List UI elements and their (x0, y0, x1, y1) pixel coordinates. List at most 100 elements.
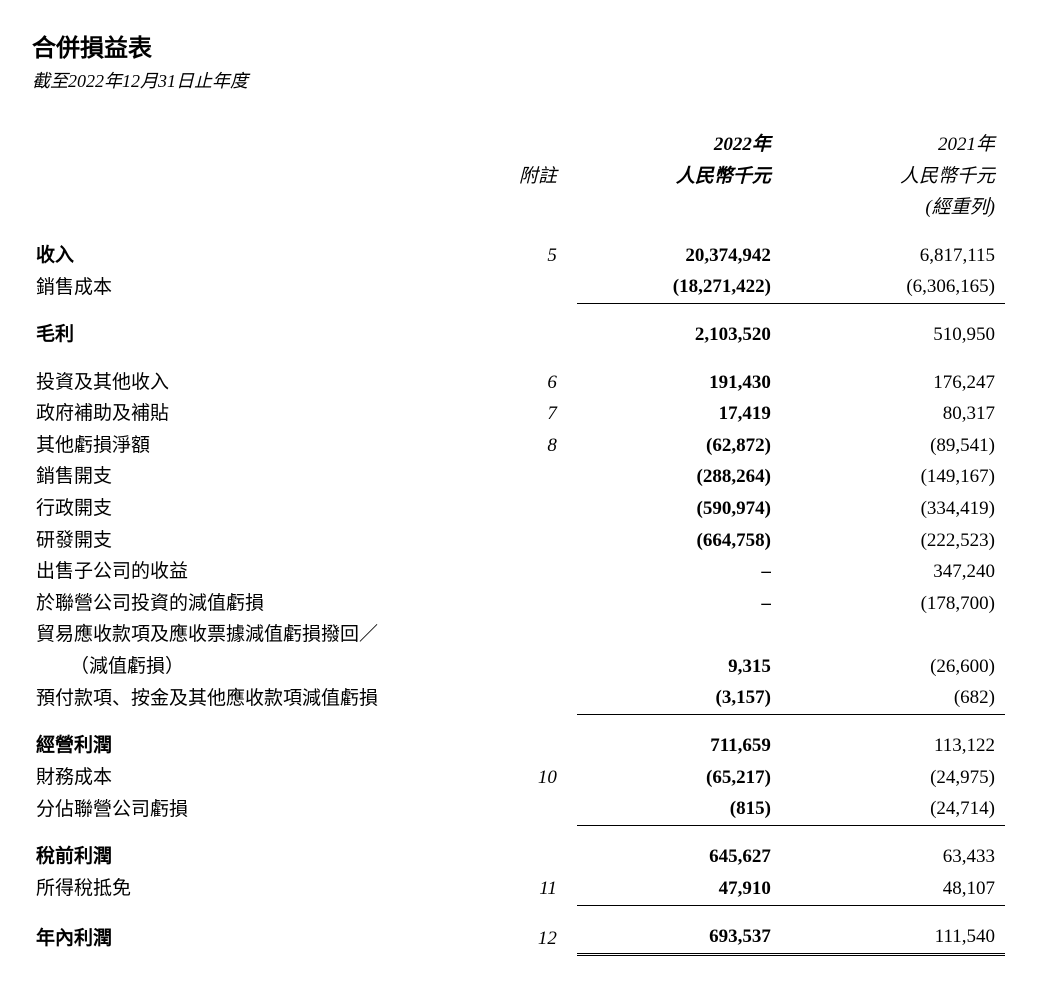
table-row: 投資及其他收入 6 191,430 176,247 (32, 367, 1005, 399)
row-2022: – (577, 588, 791, 620)
header-2022-unit: 人民幣千元 (577, 161, 791, 193)
row-2021: (24,714) (791, 793, 1005, 825)
table-row: 政府補助及補貼 7 17,419 80,317 (32, 398, 1005, 430)
row-label: 毛利 (32, 319, 480, 351)
table-row: 其他虧損淨額 8 (62,872) (89,541) (32, 430, 1005, 462)
row-note: 11 (480, 873, 577, 905)
row-2021: 6,817,115 (791, 240, 1005, 272)
row-label: 政府補助及補貼 (32, 398, 480, 430)
row-label: 分佔聯營公司虧損 (32, 793, 480, 825)
row-2022: (815) (577, 793, 791, 825)
row-note (480, 525, 577, 557)
row-2022: 2,103,520 (577, 319, 791, 351)
table-row: 財務成本 10 (65,217) (24,975) (32, 762, 1005, 794)
table-row: 稅前利潤 645,627 63,433 (32, 841, 1005, 873)
row-2021: 113,122 (791, 730, 1005, 762)
row-note: 7 (480, 398, 577, 430)
row-2021: (682) (791, 682, 1005, 714)
row-2022: (18,271,422) (577, 271, 791, 303)
row-2021: (6,306,165) (791, 271, 1005, 303)
table-row: 出售子公司的收益 – 347,240 (32, 556, 1005, 588)
row-note (480, 556, 577, 588)
row-label: 稅前利潤 (32, 841, 480, 873)
row-2021: 347,240 (791, 556, 1005, 588)
table-row: 銷售開支 (288,264) (149,167) (32, 461, 1005, 493)
row-note: 5 (480, 240, 577, 272)
table-row: （減值虧損） 9,315 (26,600) (32, 651, 1005, 683)
header-2021-restated: (經重列) (791, 192, 1005, 224)
page-subtitle: 截至2022年12月31日止年度 (32, 67, 1005, 93)
row-note: 12 (480, 921, 577, 954)
row-note (480, 682, 577, 714)
row-note (480, 461, 577, 493)
row-note: 8 (480, 430, 577, 462)
table-row: 研發開支 (664,758) (222,523) (32, 525, 1005, 557)
income-statement-table: 2022年 2021年 附註 人民幣千元 人民幣千元 (經重列) 收入 5 20… (32, 129, 1005, 956)
row-label: 經營利潤 (32, 730, 480, 762)
row-label: 於聯營公司投資的減值虧損 (32, 588, 480, 620)
row-2021: (178,700) (791, 588, 1005, 620)
row-2022: 191,430 (577, 367, 791, 399)
row-label: 行政開支 (32, 493, 480, 525)
row-label: 所得稅抵免 (32, 873, 480, 905)
row-note (480, 319, 577, 351)
row-note (480, 588, 577, 620)
row-2021: (24,975) (791, 762, 1005, 794)
table-row: 分佔聯營公司虧損 (815) (24,714) (32, 793, 1005, 825)
header-row-1: 2022年 2021年 (32, 129, 1005, 161)
row-note (480, 730, 577, 762)
row-2022: (590,974) (577, 493, 791, 525)
row-label: 投資及其他收入 (32, 367, 480, 399)
row-label: 財務成本 (32, 762, 480, 794)
table-row: 行政開支 (590,974) (334,419) (32, 493, 1005, 525)
table-row: 經營利潤 711,659 113,122 (32, 730, 1005, 762)
row-2021: 176,247 (791, 367, 1005, 399)
header-row-3: (經重列) (32, 192, 1005, 224)
row-2022: – (577, 556, 791, 588)
row-2021: (222,523) (791, 525, 1005, 557)
row-note (480, 493, 577, 525)
row-note: 6 (480, 367, 577, 399)
row-2021: (89,541) (791, 430, 1005, 462)
row-2022: (62,872) (577, 430, 791, 462)
table-row: 收入 5 20,374,942 6,817,115 (32, 240, 1005, 272)
row-2022: 20,374,942 (577, 240, 791, 272)
page-title: 合併損益表 (32, 28, 1005, 63)
table-row: 年內利潤 12 693,537 111,540 (32, 921, 1005, 954)
row-2021: 63,433 (791, 841, 1005, 873)
row-2022: (288,264) (577, 461, 791, 493)
row-2022: 693,537 (577, 921, 791, 954)
header-2021-unit: 人民幣千元 (791, 161, 1005, 193)
row-2021: (334,419) (791, 493, 1005, 525)
table-row: 所得稅抵免 11 47,910 48,107 (32, 873, 1005, 905)
row-label: 收入 (32, 240, 480, 272)
row-label: 預付款項、按金及其他應收款項減值虧損 (32, 682, 480, 714)
table-row: 貿易應收款項及應收票據減值虧損撥回／ (32, 619, 1005, 651)
row-2021: 80,317 (791, 398, 1005, 430)
header-2021-year: 2021年 (791, 129, 1005, 161)
row-2021: (149,167) (791, 461, 1005, 493)
row-label: 其他虧損淨額 (32, 430, 480, 462)
row-label: 銷售開支 (32, 461, 480, 493)
header-row-2: 附註 人民幣千元 人民幣千元 (32, 161, 1005, 193)
row-note (480, 841, 577, 873)
row-2021: 48,107 (791, 873, 1005, 905)
row-2022: 47,910 (577, 873, 791, 905)
row-2022: (3,157) (577, 682, 791, 714)
row-2022: (664,758) (577, 525, 791, 557)
row-2022: 9,315 (577, 651, 791, 683)
row-label: 銷售成本 (32, 271, 480, 303)
row-2022: 645,627 (577, 841, 791, 873)
table-row: 預付款項、按金及其他應收款項減值虧損 (3,157) (682) (32, 682, 1005, 714)
row-note (480, 651, 577, 683)
row-note: 10 (480, 762, 577, 794)
header-note: 附註 (480, 161, 577, 193)
header-2022-year: 2022年 (577, 129, 791, 161)
table-row: 於聯營公司投資的減值虧損 – (178,700) (32, 588, 1005, 620)
table-row: 銷售成本 (18,271,422) (6,306,165) (32, 271, 1005, 303)
row-2021: 111,540 (791, 921, 1005, 954)
table-row: 毛利 2,103,520 510,950 (32, 319, 1005, 351)
row-label: 研發開支 (32, 525, 480, 557)
row-note (480, 271, 577, 303)
row-label: （減值虧損） (32, 651, 480, 683)
